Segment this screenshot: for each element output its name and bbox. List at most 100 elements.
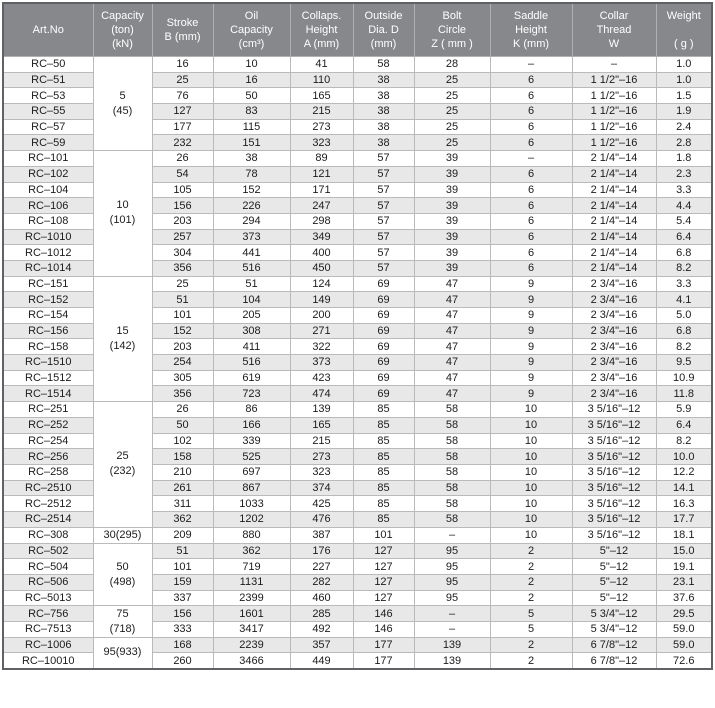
cell-saddle-height: 6 — [489, 103, 573, 120]
cell-art-no: RC–1010 — [2, 228, 94, 246]
cell-art-no: RC–1512 — [2, 369, 94, 387]
table-header: Art.No Capacity (ton) (kN) Stroke B (mm) Oi… — [2, 2, 713, 57]
cell-outside-dia: 38 — [352, 87, 415, 105]
cell-capacity: 75 (718) — [92, 605, 153, 638]
cell-saddle-height: 10 — [489, 510, 573, 528]
cell-saddle-height: 5 — [489, 621, 573, 638]
cell-collar-thread: 3 5/16"–12 — [571, 463, 657, 481]
cell-outside-dia: 85 — [352, 479, 415, 497]
cell-bolt-circle: 58 — [413, 448, 491, 465]
cell-outside-dia: 85 — [352, 416, 415, 434]
column-header-bolt-circle: Bolt Circle Z ( mm ) — [413, 2, 491, 57]
cell-oil-capacity: 373 — [212, 228, 291, 246]
cell-weight: 1.5 — [655, 87, 713, 105]
column-header-weight: Weight ( g ) — [655, 2, 713, 57]
cell-art-no: RC–51 — [2, 71, 94, 89]
cell-stroke: 101 — [151, 307, 214, 324]
cell-outside-dia: 85 — [352, 463, 415, 481]
cell-stroke: 257 — [151, 228, 214, 246]
column-header-collar-thread: Collar Thread W — [571, 2, 657, 57]
header-row: Art.No Capacity (ton) (kN) Stroke B (mm) Oi… — [2, 2, 713, 57]
cell-saddle-height: 9 — [489, 369, 573, 387]
cell-collapsed-height: 110 — [289, 71, 354, 89]
cell-saddle-height: 2 — [489, 636, 573, 654]
cell-collar-thread: 5"–12 — [571, 574, 657, 591]
cell-stroke: 156 — [151, 197, 214, 214]
cell-bolt-circle: 47 — [413, 307, 491, 324]
cell-collar-thread: 2 1/4"–14 — [571, 150, 657, 167]
cell-collapsed-height: 460 — [289, 589, 354, 607]
cell-oil-capacity: 205 — [212, 307, 291, 324]
cell-bolt-circle: 25 — [413, 71, 491, 89]
cell-oil-capacity: 2399 — [212, 589, 291, 607]
cell-collar-thread: 1 1/2"–16 — [571, 103, 657, 120]
cell-collar-thread: 6 7/8"–12 — [571, 652, 657, 670]
cell-oil-capacity: 86 — [212, 401, 291, 418]
cell-saddle-height: 6 — [489, 71, 573, 89]
cell-saddle-height: 6 — [489, 244, 573, 261]
cell-weight: 9.5 — [655, 354, 713, 371]
cell-bolt-circle: 39 — [413, 150, 491, 167]
table-row: RC–1006 95(933) 168 2239 357 177 139 2 6 7/8"–12… — [2, 636, 713, 670]
cell-bolt-circle: 58 — [413, 495, 491, 512]
table-row: RC–55 127 83 215 38 25 6 1 1/2"–16 1.9 — [2, 103, 713, 120]
cell-weight: 72.6 — [655, 652, 713, 670]
cell-weight: 5.4 — [655, 212, 713, 230]
cell-bolt-circle: 47 — [413, 385, 491, 403]
cell-collar-thread: 1 1/2"–16 — [571, 134, 657, 152]
cell-bolt-circle: 39 — [413, 228, 491, 246]
table-row: RC–1510 254 516 373 69 47 9 2 3/4"–16 9.5 — [2, 354, 713, 371]
table-body: RC–50 5 (45) 16 10 41 58 28– –1.0 RC–51 25 16 110 38… — [2, 55, 713, 670]
cell-collapsed-height: 200 — [289, 307, 354, 324]
cell-weight: 4.1 — [655, 291, 713, 308]
cell-collar-thread: – — [571, 56, 657, 73]
cell-weight: 10.9 — [655, 369, 713, 387]
cell-collar-thread: 5 3/4"–12 — [571, 621, 657, 638]
cell-art-no: RC–252 — [2, 416, 94, 434]
cell-art-no: RC–10010 — [2, 652, 94, 670]
cell-collapsed-height: 449 — [289, 652, 354, 670]
cell-bolt-circle: 58 — [413, 479, 491, 497]
cell-saddle-height: – — [489, 56, 573, 73]
cell-capacity: 10 (101) — [92, 150, 153, 277]
cell-oil-capacity: 83 — [212, 103, 291, 120]
cell-stroke: 101 — [151, 558, 214, 575]
cell-collapsed-height: 474 — [289, 385, 354, 403]
cell-oil-capacity: 51 — [212, 275, 291, 293]
cell-bolt-circle: 95 — [413, 542, 491, 560]
cell-saddle-height: 9 — [489, 322, 573, 340]
cell-weight: 1.9 — [655, 103, 713, 120]
cell-collar-thread: 5"–12 — [571, 589, 657, 607]
table-row: RC–2512 311 1033 425 85 58 10 3 5/16"–12 16.3 — [2, 495, 713, 512]
cell-art-no: RC–154 — [2, 307, 94, 324]
cell-stroke: 105 — [151, 181, 214, 199]
cell-outside-dia: 38 — [352, 134, 415, 152]
cell-weight: 8.2 — [655, 432, 713, 450]
cell-bolt-circle: 58 — [413, 401, 491, 418]
cell-weight: 6.4 — [655, 416, 713, 434]
cell-saddle-height: 10 — [489, 463, 573, 481]
cell-saddle-height: 9 — [489, 385, 573, 403]
cell-saddle-height: 10 — [489, 432, 573, 450]
cell-oil-capacity: 441 — [212, 244, 291, 261]
cell-bolt-circle: – — [413, 605, 491, 623]
cell-bolt-circle: 47 — [413, 322, 491, 340]
table-row: RC–59 232 151 323 38 25 6 1 1/2"–16 2.8 — [2, 134, 713, 152]
cell-saddle-height: 2 — [489, 652, 573, 670]
table-row: RC–254 102 339 215 85 58 10 3 5/16"–12 8.2 — [2, 432, 713, 450]
cell-outside-dia: 57 — [352, 150, 415, 167]
cell-outside-dia: 101 — [352, 526, 415, 544]
table-row: RC–2514 362 1202 476 85 58 10 3 5/16"–12 17.7 — [2, 510, 713, 528]
cell-stroke: 333 — [151, 621, 214, 638]
cell-weight: 2.8 — [655, 134, 713, 152]
cell-capacity: 30(295) — [92, 526, 153, 544]
table-row: RC–152 51 104 149 69 47 9 2 3/4"–16 4.1 — [2, 291, 713, 308]
cell-stroke: 25 — [151, 275, 214, 293]
cell-outside-dia: 69 — [352, 322, 415, 340]
cell-oil-capacity: 411 — [212, 338, 291, 356]
cell-stroke: 168 — [151, 636, 214, 654]
cell-outside-dia: 57 — [352, 228, 415, 246]
table-row: RC–156 152 308 271 69 47 9 2 3/4"–16 6.8 — [2, 322, 713, 340]
cell-art-no: RC–5013 — [2, 589, 94, 607]
column-header-outside-dia: Outside Dia. D (mm) — [352, 2, 415, 57]
